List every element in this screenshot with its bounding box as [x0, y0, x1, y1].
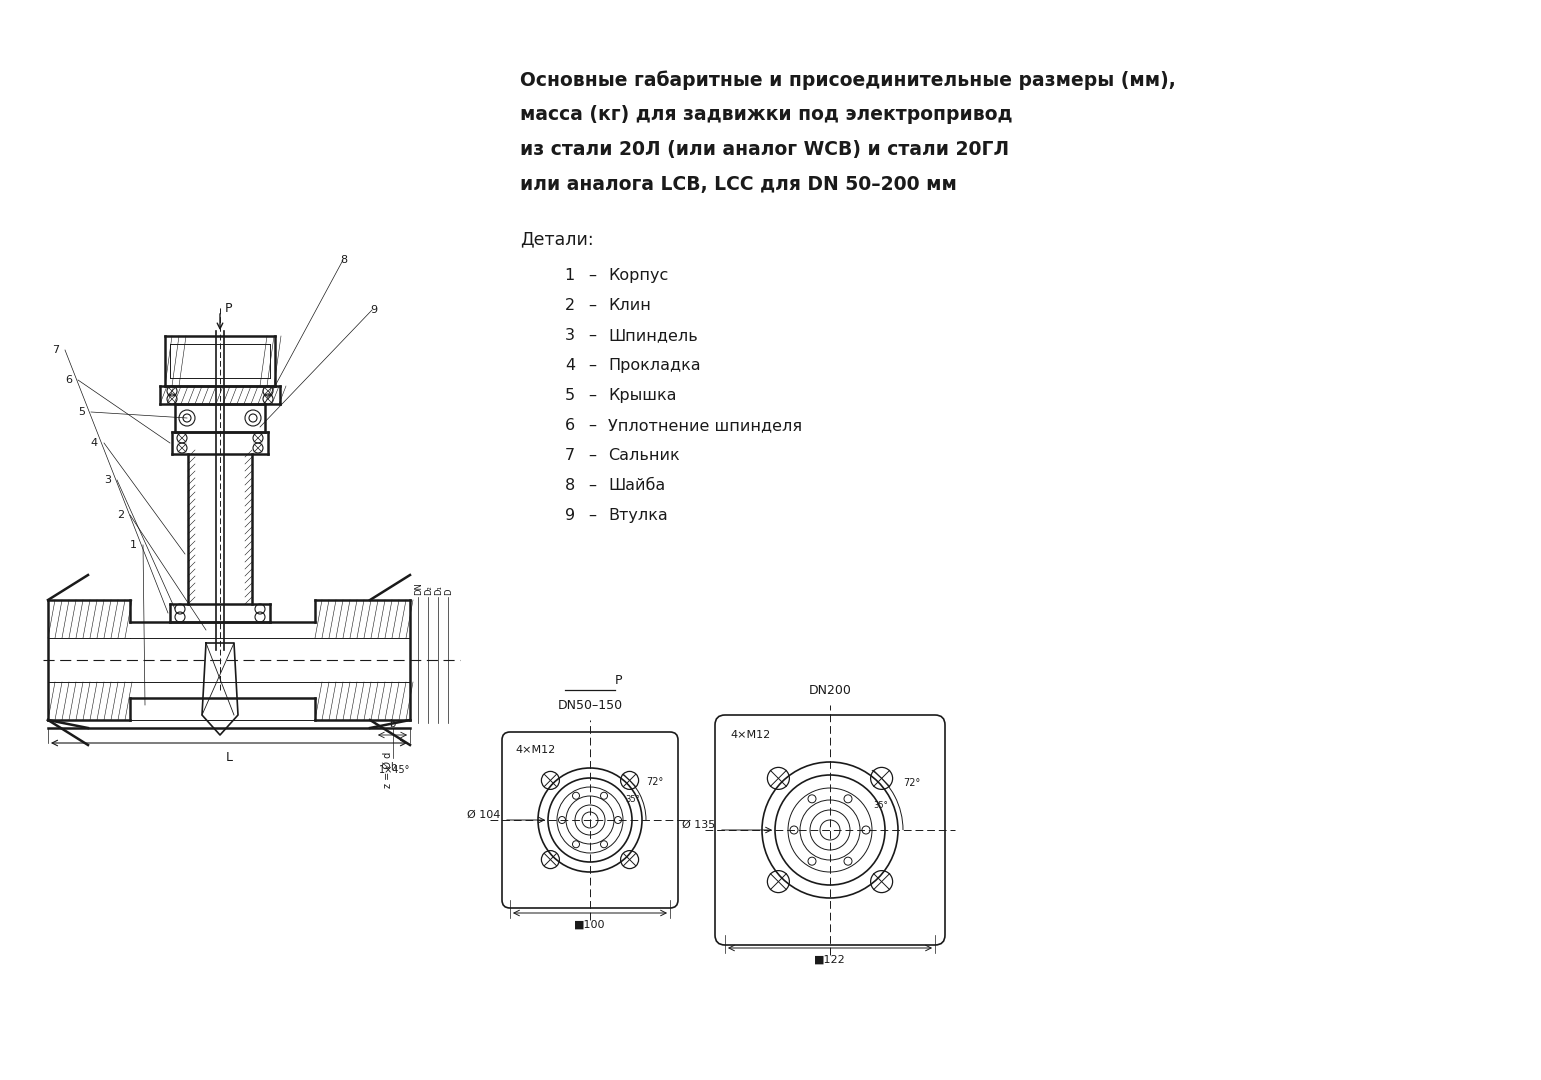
Text: Клин: Клин: [609, 298, 650, 313]
Text: DN50–150: DN50–150: [558, 699, 623, 712]
Text: Детали:: Детали:: [519, 230, 593, 248]
Text: 2: 2: [117, 510, 123, 519]
Text: 4: 4: [91, 438, 99, 448]
Text: 1: 1: [564, 268, 575, 283]
Text: Сальник: Сальник: [609, 448, 680, 463]
Text: из стали 20Л (или аналог WCB) и стали 20ГЛ: из стали 20Л (или аналог WCB) и стали 20…: [519, 140, 1009, 159]
Text: Ø 135: Ø 135: [681, 820, 715, 831]
Text: ■100: ■100: [575, 920, 606, 930]
Text: или аналога LCB, LCC для DN 50–200 мм: или аналога LCB, LCC для DN 50–200 мм: [519, 175, 957, 194]
Text: 3: 3: [566, 328, 575, 343]
Text: D: D: [444, 589, 453, 595]
Text: –: –: [589, 357, 596, 373]
Text: 1×45°: 1×45°: [379, 765, 411, 775]
Text: Основные габаритные и присоединительные размеры (мм),: Основные габаритные и присоединительные …: [519, 70, 1176, 90]
Text: –: –: [589, 478, 596, 492]
Text: 7: 7: [52, 345, 59, 355]
Text: 9: 9: [370, 305, 378, 315]
Text: –: –: [589, 448, 596, 463]
Text: 5: 5: [79, 407, 85, 417]
Text: 35°: 35°: [874, 801, 888, 810]
Text: –: –: [589, 388, 596, 403]
Text: 35°: 35°: [626, 795, 640, 804]
Text: P: P: [615, 674, 623, 687]
Text: Шайба: Шайба: [609, 478, 666, 492]
Text: D₁: D₁: [435, 585, 444, 595]
Text: 5: 5: [566, 388, 575, 403]
Text: 2: 2: [566, 298, 575, 313]
Text: 72°: 72°: [647, 777, 664, 787]
Text: Корпус: Корпус: [609, 268, 669, 283]
Text: Крышка: Крышка: [609, 388, 676, 403]
Text: z = Ø d: z = Ø d: [384, 752, 393, 788]
Text: h: h: [390, 762, 396, 772]
Text: 4: 4: [566, 357, 575, 373]
Text: 8: 8: [564, 478, 575, 492]
Text: D₂: D₂: [424, 585, 433, 595]
Text: Уплотнение шпинделя: Уплотнение шпинделя: [609, 418, 803, 433]
Text: Втулка: Втулка: [609, 508, 667, 523]
Text: 8: 8: [341, 255, 347, 265]
Text: Шпиндель: Шпиндель: [609, 328, 698, 343]
Text: 72°: 72°: [903, 779, 920, 788]
Text: 3: 3: [103, 475, 111, 485]
Text: DN: DN: [415, 582, 424, 595]
Text: 4×M12: 4×M12: [730, 730, 770, 740]
Text: –: –: [589, 268, 596, 283]
Text: 6: 6: [566, 418, 575, 433]
Text: –: –: [589, 298, 596, 313]
Text: –: –: [589, 418, 596, 433]
Text: 4×M12: 4×M12: [515, 745, 555, 755]
Text: 9: 9: [566, 508, 575, 523]
Text: Прокладка: Прокладка: [609, 357, 701, 373]
Text: Ø 104: Ø 104: [467, 810, 499, 820]
Text: DN200: DN200: [809, 684, 852, 697]
Text: масса (кг) для задвижки под электропривод: масса (кг) для задвижки под электроприво…: [519, 105, 1012, 124]
Text: ■122: ■122: [814, 955, 846, 966]
Text: P: P: [225, 301, 233, 314]
Text: b: b: [390, 719, 396, 729]
Text: –: –: [589, 508, 596, 523]
Text: –: –: [589, 328, 596, 343]
Text: 6: 6: [65, 375, 72, 384]
Text: 1: 1: [129, 540, 137, 550]
Text: 7: 7: [566, 448, 575, 463]
Text: L: L: [225, 751, 233, 764]
